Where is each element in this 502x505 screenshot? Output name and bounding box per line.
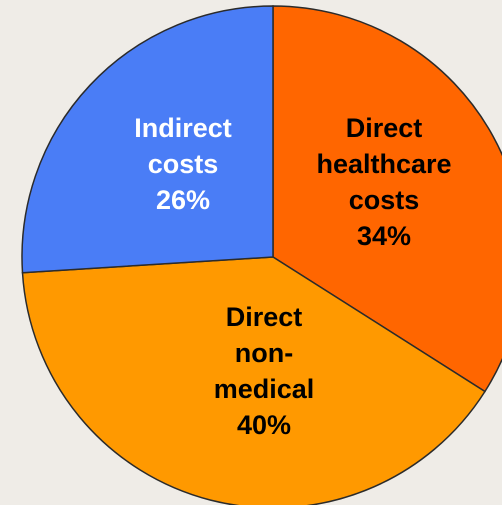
category-label: Indirect costs bbox=[134, 113, 232, 179]
category-label: Direct non-medical bbox=[213, 302, 315, 404]
value-label: 34% bbox=[356, 221, 412, 251]
pie-slice bbox=[21, 5, 274, 274]
category-label: Direct healthcare costs bbox=[316, 113, 452, 215]
value-label: 40% bbox=[236, 410, 292, 440]
pie-slice bbox=[272, 5, 502, 393]
slice-label: Direct healthcare costs 34% bbox=[294, 110, 474, 254]
slice-label: Direct non-medical 40% bbox=[199, 299, 329, 443]
slice-label: Indirect costs 26% bbox=[113, 110, 253, 218]
pie-slice bbox=[21, 256, 486, 505]
value-label: 26% bbox=[155, 185, 211, 215]
